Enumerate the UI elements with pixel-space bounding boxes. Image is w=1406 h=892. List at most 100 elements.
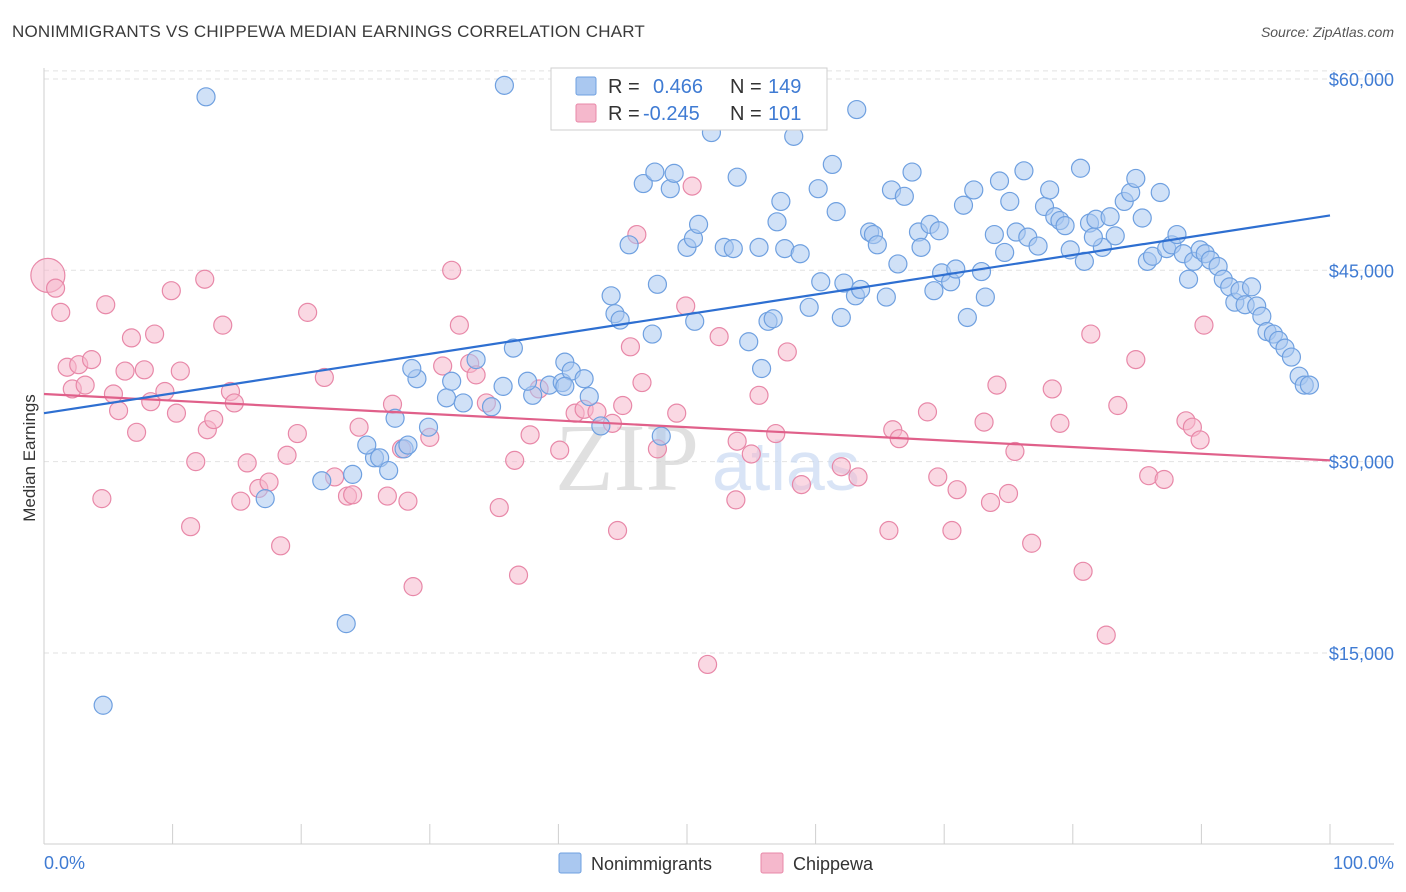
stats-r-value-pink: -0.245 bbox=[643, 103, 700, 125]
nonimmigrants-point bbox=[1028, 236, 1048, 256]
nonimmigrants-point bbox=[1126, 168, 1146, 189]
nonimmigrants-point bbox=[574, 369, 594, 389]
nonimmigrants-point bbox=[1281, 347, 1302, 367]
chippewa-point bbox=[1096, 625, 1116, 645]
nonimmigrants-point bbox=[312, 471, 332, 491]
chippewa-point bbox=[726, 490, 746, 510]
stats-box bbox=[550, 67, 828, 131]
source-label: Source: ZipAtlas.com bbox=[1260, 24, 1394, 40]
chippewa-point bbox=[1108, 395, 1128, 416]
chippewa-point bbox=[103, 384, 124, 404]
stats-swatch-pink bbox=[575, 103, 597, 123]
nonimmigrants-point bbox=[808, 179, 828, 199]
y-tick-label: $15,000 bbox=[1329, 644, 1394, 664]
nonimmigrants-point bbox=[402, 358, 422, 379]
stats-r-label-pink: R = bbox=[608, 103, 640, 125]
nonimmigrants-point bbox=[826, 202, 846, 222]
stats-legend: R = 0.466 N = 149 R = -0.245 N = 101 bbox=[550, 67, 828, 131]
nonimmigrants-point bbox=[1055, 216, 1075, 236]
nonimmigrants-point bbox=[739, 332, 759, 352]
stats-n-value-blue: 149 bbox=[768, 76, 801, 98]
nonimmigrants-point bbox=[1105, 226, 1125, 246]
nonimmigrants-point bbox=[93, 695, 113, 715]
chippewa-points bbox=[30, 176, 1214, 675]
nonimmigrants-point bbox=[888, 254, 908, 274]
stats-swatch-blue bbox=[575, 76, 597, 96]
chippewa-point bbox=[377, 486, 397, 506]
chippewa-point bbox=[170, 361, 190, 381]
chippewa-point bbox=[1081, 324, 1101, 344]
nonimmigrants-point bbox=[1014, 161, 1034, 181]
chippewa-point bbox=[632, 372, 652, 393]
stats-n-label-pink: N = bbox=[730, 103, 762, 125]
chippewa-point bbox=[287, 423, 307, 444]
nonimmigrants-point bbox=[953, 195, 974, 215]
chippewa-point bbox=[45, 278, 66, 298]
chippewa-point bbox=[51, 302, 71, 322]
chippewa-point bbox=[942, 520, 962, 541]
trend-lines bbox=[43, 214, 1331, 462]
chippewa-point bbox=[980, 492, 1001, 513]
nonimmigrants-point bbox=[957, 307, 977, 328]
chippewa-point bbox=[108, 401, 129, 421]
chippewa-point bbox=[682, 176, 702, 196]
chippewa-point bbox=[166, 403, 187, 423]
nonimmigrants-point bbox=[1150, 182, 1170, 203]
chippewa-point bbox=[987, 375, 1007, 395]
nonimmigrants-point bbox=[255, 489, 275, 509]
legend-swatch-chippewa bbox=[760, 852, 784, 874]
nonimmigrants-point bbox=[831, 307, 851, 328]
nonimmigrants-point bbox=[647, 274, 668, 294]
chippewa-trend-line bbox=[43, 392, 1331, 462]
nonimmigrants-point bbox=[995, 242, 1015, 263]
nonimmigrants-point bbox=[989, 171, 1010, 191]
chippewa-point bbox=[1194, 315, 1214, 335]
chippewa-point bbox=[1126, 349, 1146, 370]
chart-title: NONIMMIGRANTS VS CHIPPEWA MEDIAN EARNING… bbox=[12, 22, 645, 41]
nonimmigrants-point bbox=[645, 162, 665, 182]
nonimmigrants-point bbox=[763, 309, 783, 329]
chippewa-point bbox=[550, 440, 570, 460]
nonimmigrants-point bbox=[642, 324, 662, 344]
chippewa-point bbox=[505, 450, 525, 470]
nonimmigrants-point bbox=[767, 212, 787, 232]
chippewa-point bbox=[155, 381, 175, 402]
nonimmigrants-point bbox=[924, 281, 944, 301]
chippewa-point bbox=[442, 260, 462, 280]
chippewa-point bbox=[727, 431, 747, 451]
nonimmigrants-point bbox=[591, 416, 611, 436]
chippewa-point bbox=[449, 315, 469, 335]
y-tick-label: $45,000 bbox=[1329, 261, 1394, 281]
chippewa-point bbox=[277, 445, 297, 465]
chippewa-point bbox=[231, 491, 251, 511]
chippewa-point bbox=[403, 577, 423, 597]
nonimmigrants-points bbox=[93, 75, 1320, 715]
chippewa-point bbox=[237, 453, 257, 473]
chippewa-point bbox=[126, 422, 147, 442]
nonimmigrants-point bbox=[453, 393, 473, 413]
y-tick-labels: $15,000 $30,000 $45,000 $60,000 bbox=[1329, 70, 1394, 664]
nonimmigrants-point bbox=[1070, 158, 1091, 178]
chippewa-point bbox=[697, 654, 718, 675]
chippewa-point bbox=[607, 520, 628, 541]
nonimmigrants-point bbox=[555, 376, 575, 396]
nonimmigrants-point bbox=[436, 388, 457, 408]
stats-r-label-blue: R = bbox=[608, 76, 640, 98]
nonimmigrants-point bbox=[751, 358, 772, 379]
stats-n-value-pink: 101 bbox=[768, 103, 801, 125]
chippewa-point bbox=[121, 328, 142, 348]
chippewa-point bbox=[204, 409, 224, 430]
nonimmigrants-point bbox=[902, 162, 922, 182]
y-axis-label: Median Earnings bbox=[20, 394, 39, 522]
x-tick-label-right: 100.0% bbox=[1333, 853, 1394, 873]
chippewa-point bbox=[134, 360, 154, 380]
chippewa-point bbox=[259, 472, 279, 492]
chippewa-point bbox=[161, 281, 181, 301]
chippewa-point bbox=[115, 361, 135, 381]
chippewa-point bbox=[508, 565, 529, 585]
nonimmigrants-point bbox=[503, 338, 523, 358]
nonimmigrants-point bbox=[494, 75, 514, 95]
nonimmigrants-point bbox=[1000, 191, 1020, 212]
legend-label-nonimmigrants: Nonimmigrants bbox=[591, 854, 712, 874]
